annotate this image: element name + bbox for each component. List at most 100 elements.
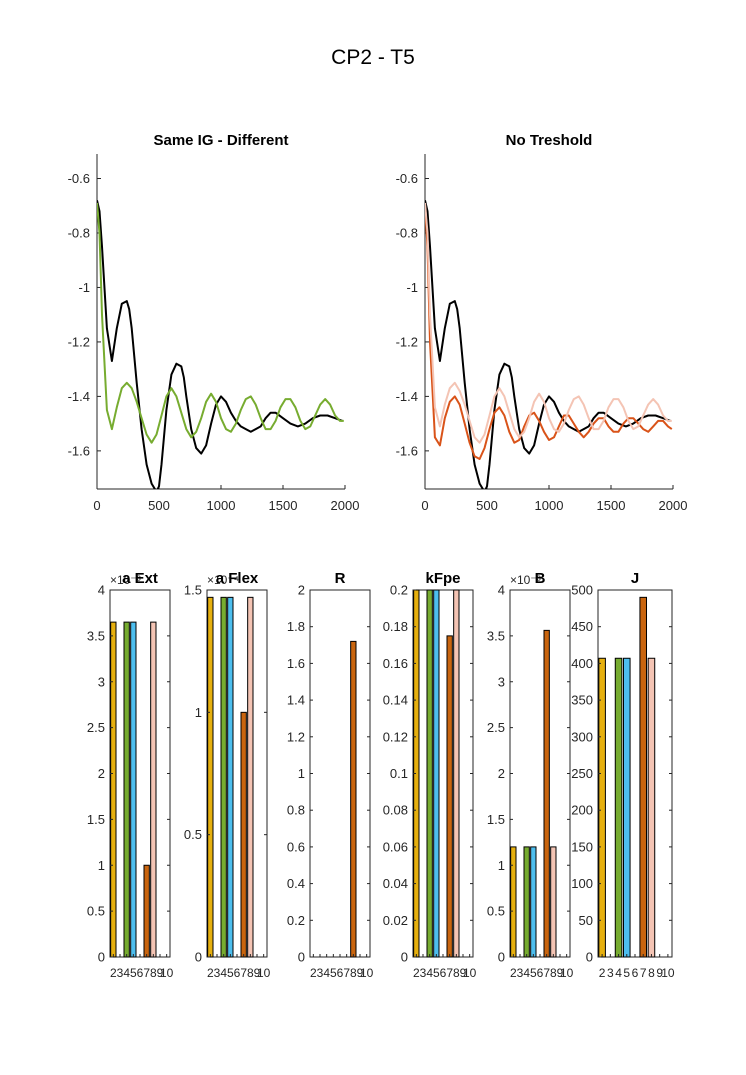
x-tick-label: 8 (648, 966, 655, 980)
bar-2 (110, 621, 117, 958)
y-tick-label: 0.5 (87, 904, 105, 919)
y-tick-label: 2.5 (487, 720, 505, 735)
x-tick-label: 3 (607, 966, 614, 980)
x-tick-label: 7 (143, 966, 150, 980)
y-tick-label: -1.4 (396, 389, 418, 404)
bar-8 (150, 621, 157, 958)
bar-7 (639, 596, 648, 958)
axes-box (206, 589, 268, 958)
chart-title: Same IG - Different (153, 132, 288, 149)
x-tick-label: 9 (557, 966, 564, 980)
chart-title: J (631, 570, 639, 587)
bar-5 (433, 589, 440, 958)
y-tick-label: 1.5 (87, 812, 105, 827)
x-tick-label: 5 (227, 966, 234, 980)
bar-8 (350, 640, 357, 958)
series-line-peach (425, 202, 672, 444)
y-tick-label: 2 (298, 583, 305, 598)
bar-2 (598, 657, 606, 958)
y-tick-label: 1.4 (287, 693, 305, 708)
y-tick-label: 1 (298, 766, 305, 781)
x-tick-label: 3 (420, 966, 427, 980)
x-tick-label: 10 (463, 966, 477, 980)
bar-7 (240, 711, 247, 958)
y-tick-label: -0.6 (396, 171, 418, 186)
bar-4 (220, 596, 227, 958)
x-tick-label: 6 (632, 966, 639, 980)
x-tick-label: 3 (117, 966, 124, 980)
x-tick-label: 3 (214, 966, 221, 980)
chart-title: B (535, 570, 546, 587)
x-tick-label: 5 (330, 966, 337, 980)
bar-chart-6: 0 50 100 150 200 250 300 350 400 450 500 2 3 4 5 6 7 8 910… (571, 570, 675, 980)
x-tick-label: 1500 (597, 498, 626, 513)
axes-box (309, 589, 371, 958)
x-tick-label: 5 (130, 966, 137, 980)
x-tick-label: 7 (543, 966, 550, 980)
y-tick-label: 150 (571, 839, 593, 854)
x-tick-label: 8 (453, 966, 460, 980)
y-tick-label: 3.5 (87, 628, 105, 643)
x-tick-label: 5 (530, 966, 537, 980)
x-tick-label: 6 (537, 966, 544, 980)
bar-chart-2: 0 0.5 1 1.5 2 3 4 5 6 7 8 910 ×10⁻⁴a Flex (184, 570, 271, 980)
bar-4 (614, 657, 623, 958)
x-tick-label: 9 (157, 966, 164, 980)
y-tick-label: 1 (498, 858, 505, 873)
bar-chart-5: 00.511.522.533.542 3 4 5 6 7 8 910×10⁻³B (487, 570, 574, 980)
x-tick-label: 4 (523, 966, 530, 980)
line-chart-1: -0.6 -0.8 -1 -1.2 -1.4 -1.6 0 500 1000 1500 2000 Sa… (68, 132, 360, 513)
x-tick-label: 7 (640, 966, 647, 980)
x-tick-label: 500 (148, 498, 170, 513)
x-tick-label: 1000 (207, 498, 236, 513)
bar-5 (530, 846, 537, 958)
y-tick-label: 2.5 (87, 720, 105, 735)
y-tick-label: 0.16 (383, 656, 408, 671)
y-tick-label: 3.5 (487, 628, 505, 643)
x-tick-label: 9 (460, 966, 467, 980)
x-tick-label: 2 (510, 966, 517, 980)
series-line-orange (425, 205, 673, 460)
y-tick-label: 4 (498, 583, 505, 598)
x-tick-label: 10 (257, 966, 271, 980)
x-tick-label: 0 (93, 498, 100, 513)
y-tick-label: 0.4 (287, 876, 305, 891)
y-tick-label: 0.06 (383, 839, 408, 854)
x-tick-label: 6 (440, 966, 447, 980)
chart-title: a Flex (216, 570, 259, 587)
y-tick-label: 500 (571, 583, 593, 598)
y-tick-label: 0.2 (287, 913, 305, 928)
x-tick-label: 8 (247, 966, 254, 980)
x-tick-label: 5 (623, 966, 630, 980)
x-tick-label: 4 (426, 966, 433, 980)
chart-title: R (335, 570, 346, 587)
y-tick-label: -1.4 (68, 389, 90, 404)
y-tick-label: 1.8 (287, 619, 305, 634)
y-tick-label: 50 (579, 913, 593, 928)
y-tick-label: 0.08 (383, 803, 408, 818)
bar-chart-1: 00.511.522.533.542 3 4 5 6 7 8 910×10⁻³a Ext (87, 570, 174, 980)
series-line-green (97, 202, 344, 444)
y-tick-label: 0.5 (184, 827, 202, 842)
y-tick-label: 0.2 (390, 583, 408, 598)
y-tick-label: 0.02 (383, 913, 408, 928)
y-tick-label: 100 (571, 876, 593, 891)
x-tick-label: 5 (433, 966, 440, 980)
y-tick-label: 4 (98, 583, 105, 598)
x-tick-label: 2 (110, 966, 117, 980)
y-tick-label: -1.2 (68, 334, 90, 349)
x-tick-label: 2 (207, 966, 214, 980)
y-tick-label: 0.14 (383, 693, 408, 708)
y-tick-label: 0 (401, 950, 408, 965)
x-tick-label: 10 (160, 966, 174, 980)
y-tick-label: 0 (98, 950, 105, 965)
x-tick-label: 6 (137, 966, 144, 980)
y-tick-label: 400 (571, 656, 593, 671)
y-tick-label: 1.6 (287, 656, 305, 671)
bar-4 (426, 589, 433, 958)
y-tick-label: 250 (571, 766, 593, 781)
x-tick-label: 8 (150, 966, 157, 980)
y-tick-label: 2 (498, 766, 505, 781)
x-tick-label: 10 (360, 966, 374, 980)
bar-chart-4: 0 0.02 0.04 0.06 0.08 0.1 0.12 0.14 0.16 0.18 0.2 2… (383, 570, 477, 980)
